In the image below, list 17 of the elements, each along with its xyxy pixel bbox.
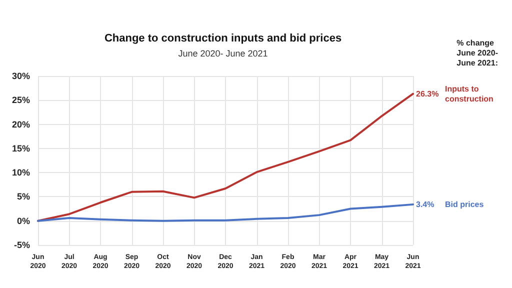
y-tick-label: -5% bbox=[14, 240, 30, 250]
y-tick-label: 25% bbox=[12, 95, 30, 106]
text: % change June 2020- June 2021: bbox=[456, 38, 498, 68]
y-tick-label: 0% bbox=[16, 216, 30, 226]
y-tick-label: 15% bbox=[12, 143, 30, 154]
data-label: 3.4% bbox=[416, 200, 434, 209]
line-series bbox=[37, 203, 414, 222]
chart-title: Change to construction inputs and bid prices bbox=[104, 32, 342, 44]
data-label: 26.3% bbox=[416, 89, 439, 98]
line-series bbox=[37, 92, 414, 222]
y-tick-label: 10% bbox=[12, 168, 30, 178]
y-tick-label: 30% bbox=[12, 71, 30, 81]
y-tick-label: 20% bbox=[12, 119, 30, 130]
text: Bid prices bbox=[445, 200, 484, 209]
chart-subtitle: June 2020- June 2021 bbox=[178, 48, 268, 58]
y-tick-label: 5% bbox=[16, 192, 30, 202]
text: Inputs to construction bbox=[445, 84, 494, 104]
